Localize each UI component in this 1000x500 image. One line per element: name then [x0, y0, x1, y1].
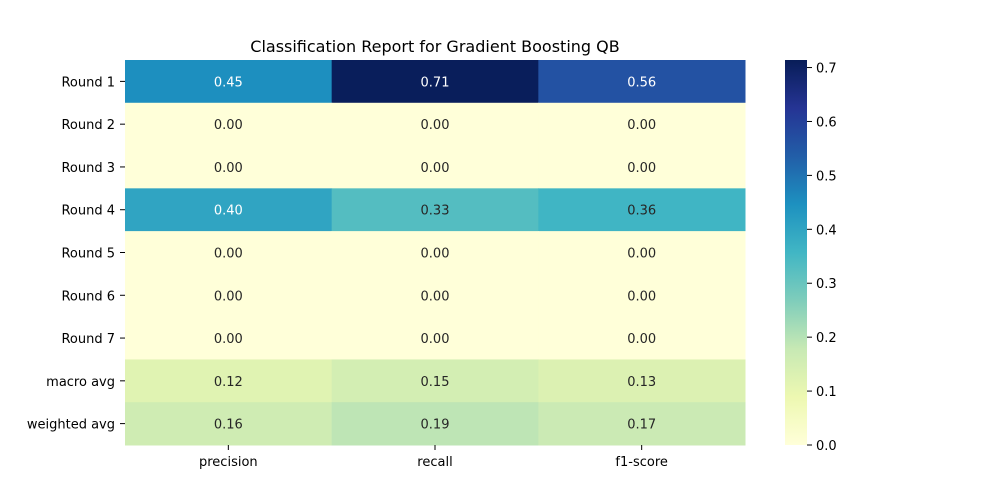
row-tick-label: Round 3: [61, 161, 115, 176]
heatmap-cell: [331, 145, 539, 189]
row-tick-label: Round 2: [61, 118, 115, 133]
cell-value-label: 0.00: [627, 161, 656, 176]
cell-value-label: 0.00: [421, 161, 450, 176]
colorbar-tick-label: 0.3: [816, 277, 837, 292]
chart-title: Classification Report for Gradient Boost…: [250, 37, 619, 56]
row-tick-label: Round 7: [61, 332, 115, 347]
cell-value-label: 0.00: [214, 289, 243, 304]
heatmap-cell: [125, 359, 333, 403]
heatmap-cell: [538, 145, 746, 189]
column-tick-label: f1-score: [615, 455, 667, 470]
cell-value-label: 0.00: [214, 161, 243, 176]
heatmap-cell: [331, 359, 539, 403]
heatmap-cell: [125, 102, 333, 147]
heatmap-cell: [538, 231, 746, 275]
row-tick-labels: Round 1 Round 2 Round 3 Round 4 Round 5 Round…: [27, 75, 125, 433]
heatmap-cell: [331, 316, 539, 360]
colorbar-tick-label: 0.5: [816, 169, 837, 184]
cell-value-label: 0.00: [627, 118, 656, 133]
cell-value-label: 0.12: [214, 375, 243, 390]
heatmap-cell: [331, 273, 539, 318]
cell-value-label: 0.00: [627, 289, 656, 304]
cell-value-label: 0.45: [214, 75, 243, 90]
colorbar-tick-label: 0.7: [816, 62, 837, 77]
heatmap-cell: [331, 102, 539, 147]
column-tick-label: precision: [199, 455, 258, 470]
heatmap-cell: [538, 102, 746, 147]
heatmap-cell: [331, 188, 539, 232]
cell-value-label: 0.17: [627, 418, 656, 433]
cell-value-label: 0.13: [627, 375, 656, 390]
cell-value-label: 0.33: [421, 204, 450, 219]
heatmap-cell: [125, 273, 333, 318]
row-tick-label: weighted avg: [27, 418, 115, 433]
heatmap-cell: [331, 402, 539, 446]
cell-value-label: 0.00: [214, 332, 243, 347]
row-tick-label: Round 6: [61, 289, 115, 304]
cell-value-label: 0.00: [214, 247, 243, 262]
row-tick-label: macro avg: [46, 375, 115, 390]
heatmap-cell: [538, 188, 746, 232]
row-tick-label: Round 1: [61, 75, 115, 90]
cell-value-label: 0.15: [421, 375, 450, 390]
cell-value-label: 0.00: [214, 118, 243, 133]
cell-value-label: 0.16: [214, 418, 243, 433]
colorbar-tick-label: 0.6: [816, 115, 837, 130]
heatmap-cell: [125, 145, 333, 189]
heatmap-cell: [125, 316, 333, 360]
heatmap-cell: [538, 402, 746, 446]
colorbar-tick-label: 0.1: [816, 385, 837, 400]
cell-value-label: 0.00: [421, 332, 450, 347]
heatmap-cell: [331, 60, 539, 104]
heatmap-cell: [125, 402, 333, 446]
cell-value-label: 0.00: [421, 289, 450, 304]
colorbar-ticks: 0.0 0.1 0.2 0.3 0.4 0.5 0.6 0.7: [807, 62, 837, 454]
cell-value-label: 0.00: [421, 118, 450, 133]
heatmap-cell: [331, 231, 539, 275]
cell-value-label: 0.00: [627, 247, 656, 262]
column-tick-labels: precision recall f1-score: [199, 445, 668, 470]
cell-value-label: 0.36: [627, 204, 656, 219]
colorbar-tick-label: 0.2: [816, 331, 837, 346]
colorbar: 0.0 0.1 0.2 0.3 0.4 0.5 0.6 0.7: [785, 60, 837, 454]
colorbar-tick-label: 0.4: [816, 223, 837, 238]
heatmap-cell: [125, 60, 333, 104]
colorbar-tick-label: 0.0: [816, 439, 837, 454]
heatmap-cell: [538, 60, 746, 104]
heatmap-cell: [538, 273, 746, 318]
heatmap-cell: [125, 188, 333, 232]
heatmap-cells: 0.45 0.71 0.56 0.00 0.00 0.00 0.00 0.00 0.00 0.40…: [125, 60, 746, 446]
cell-value-label: 0.00: [627, 332, 656, 347]
cell-value-label: 0.56: [627, 75, 656, 90]
heatmap-cell: [538, 359, 746, 403]
cell-value-label: 0.00: [421, 247, 450, 262]
cell-value-label: 0.19: [421, 418, 450, 433]
heatmap-cell: [538, 316, 746, 360]
column-tick-label: recall: [417, 455, 452, 470]
colorbar-gradient: [785, 60, 807, 445]
heatmap-cell: [125, 231, 333, 275]
row-tick-label: Round 5: [61, 247, 115, 262]
cell-value-label: 0.40: [214, 204, 243, 219]
cell-value-label: 0.71: [421, 75, 450, 90]
row-tick-label: Round 4: [61, 204, 115, 219]
